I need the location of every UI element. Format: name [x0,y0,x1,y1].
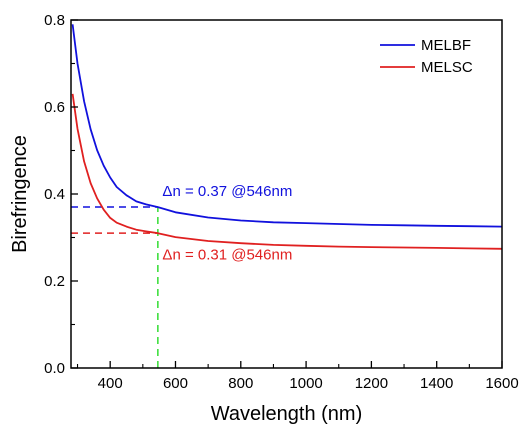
x-tick-label: 1200 [355,375,388,392]
plot-content [71,24,503,368]
y-tick-label: 0.8 [44,12,65,29]
y-tick-label: 0.2 [44,273,65,290]
series-line-melbf [71,24,503,228]
annotations: Δn = 0.37 @546nm Δn = 0.31 @546nm [162,183,292,263]
legend-label-melsc: MELSC [421,59,473,76]
annotation-label: Δn = 0.37 @546nm [162,183,292,200]
x-tick-label: 400 [98,375,123,392]
x-tick-label: 600 [163,375,188,392]
legend-label-melbf: MELBF [421,37,471,54]
y-axis-title: Birefringence [9,135,31,253]
x-tick-labels: 400 600 800 1000 1200 1400 1600 [98,375,519,392]
annotation-label: Δn = 0.31 @546nm [162,246,292,263]
y-tick-label: 0.0 [44,360,65,377]
y-tick-labels: 0.0 0.2 0.4 0.6 0.8 [44,12,65,377]
legend: MELBF MELSC [380,37,473,76]
x-tick-label: 800 [228,375,253,392]
x-axis-title: Wavelength (nm) [211,403,363,425]
x-tick-label: 1600 [485,375,518,392]
y-tick-label: 0.4 [44,186,65,203]
y-tick-label: 0.6 [44,99,65,116]
series-line-melsc [71,93,503,250]
x-tick-label: 1000 [289,375,322,392]
x-tick-label: 1400 [420,375,453,392]
axis-ticks [71,19,503,369]
